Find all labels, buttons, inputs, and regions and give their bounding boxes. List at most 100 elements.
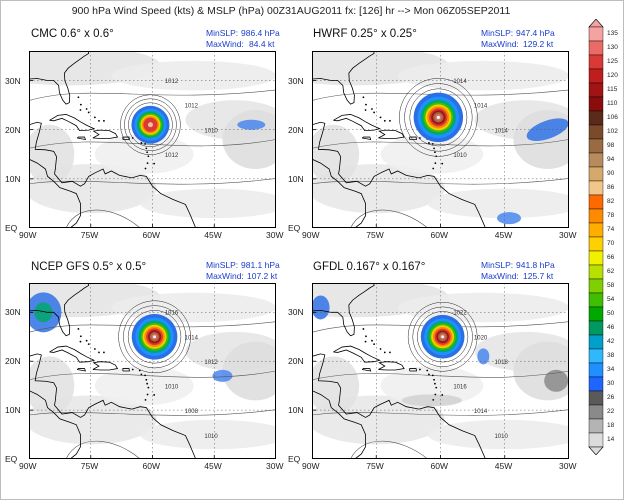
isobar-label: 1016 [165,311,179,317]
x-tick-label: 60W [142,230,160,240]
x-tick-label: 75W [366,230,384,240]
colorbar-strip [588,19,604,455]
isobar-contours: 1016 1014 1012 1010 1008 1010 [29,311,276,459]
panel-title-cmc: CMC 0.6° x 0.6° [31,28,114,40]
colorbar-level-label: 58 [607,282,615,289]
colorbar-swatch [588,362,604,378]
colorbar-level-label: 42 [607,338,615,345]
panel-title-gfdl: GFDL 0.167° x 0.167° [313,261,426,273]
storm-isobars [118,300,191,374]
colorbar-swatch [588,208,604,224]
colorbar-level-label: 14 [607,436,615,443]
hurricane-wind-field [413,92,464,143]
gfs-max-label: MaxWind: [206,271,244,281]
colorbar-swatch [588,166,604,182]
colorbar-swatch [588,26,604,42]
colorbar-level-label: 130 [607,44,618,51]
colorbar-swatch [588,292,604,308]
isobar-label: 1022 [453,311,467,317]
x-tick-label: 60W [430,230,448,240]
colorbar-level-label: 26 [607,394,615,401]
y-tick-label: 30N [288,75,304,86]
coastlines [312,51,486,228]
colorbar-level-label: 125 [607,58,618,65]
coastlines [29,283,197,459]
isobar-label: 1008 [185,409,199,415]
storm-isobars [120,94,181,155]
isobar-label: 1014 [474,104,488,110]
colorbar-level-label: 74 [607,226,615,233]
colorbar-level-label: 90 [607,170,615,177]
map-panel-gfs: 1016 1014 1012 1010 1008 1010 [29,283,276,459]
colorbar-swatch [588,348,604,364]
y-tick-label: 20N [288,356,304,367]
y-tick-label: 10N [5,173,21,184]
x-tick-label: 30W [266,461,284,471]
colorbar-level-label: 106 [607,114,618,121]
x-tick-label: 90W [19,461,37,471]
y-tick-label: 30N [5,307,21,318]
colorbar-swatch [588,432,604,448]
isobar-label: 1014 [494,128,508,134]
storm-isobars [407,302,478,372]
colorbar-level-label: 120 [607,72,618,79]
isobar-label: 1014 [453,79,467,85]
x-tick-label: 30W [559,461,577,471]
coastlines [312,283,486,459]
cmc-min-label: MinSLP: [206,28,239,38]
colorbar-top-arrow [588,19,604,28]
x-tick-label: 45W [204,230,222,240]
panel-title-hwrf: HWRF 0.25° x 0.25° [313,28,417,40]
colorbar-level-label: 62 [607,268,615,275]
cmc-min-slp: 986.4 hPa [241,28,280,38]
colorbar-swatch [588,110,604,126]
gfs-min-label: MinSLP: [206,260,239,270]
colorbar-swatch [588,180,604,196]
panel-title-gfs: NCEP GFS 0.5° x 0.5° [31,261,147,273]
colorbar-level-label: 115 [607,86,618,93]
colorbar-swatch [588,222,604,238]
y-tick-label: 30N [288,307,304,318]
colorbar-level-label: 50 [607,310,615,317]
y-tick-label: EQ [5,454,18,464]
colorbar-level-label: 110 [607,100,618,107]
colorbar-level-label: 46 [607,324,615,331]
isobar-label: 1010 [494,434,508,440]
y-tick-label: 30N [5,75,21,86]
isobar-label: 1016 [453,385,467,391]
isobar-label: 1018 [494,360,508,366]
isobar-label: 1010 [453,153,467,159]
colorbar-level-label: 135 [607,30,618,37]
gfdl-min-slp: 941.8 hPa [516,260,555,270]
colorbar-swatch [588,40,604,56]
storm-isobars [399,78,478,157]
colorbar-swatch [588,54,604,70]
gfs-min-slp: 981.1 hPa [241,260,280,270]
isobar-label: 1012 [185,104,199,110]
x-tick-label: 45W [494,230,513,240]
gfdl-min-label: MinSLP: [481,260,514,270]
x-tick-label: 90W [302,230,320,240]
y-tick-label: 20N [5,124,21,135]
x-tick-label: 60W [142,461,160,471]
x-tick-label: 90W [302,461,320,471]
colorbar-level-label: 94 [607,156,615,163]
isobar-label: 1010 [204,128,218,134]
colorbar-swatch [588,320,604,336]
map-panel-hwrf: 1014 1014 1014 1010 [312,51,569,228]
colorbar-swatch [588,124,604,140]
colorbar-swatch [588,390,604,406]
colorbar-swatch [588,194,604,210]
y-tick-label: 10N [5,405,21,416]
y-tick-label: EQ [288,223,301,233]
cmc-max-label: MaxWind: [206,39,244,49]
y-tick-label: EQ [5,223,18,233]
isobar-contours: 1014 1014 1014 1010 [312,79,569,228]
x-tick-label: 45W [494,461,513,471]
hwrf-max-wind: 129.2 kt [523,39,554,49]
x-tick-label: 90W [19,230,37,240]
map-panel-gfdl: 1022 1020 1018 1016 1014 1010 [312,283,569,459]
colorbar-swatch [588,376,604,392]
colorbar-swatch [588,278,604,294]
